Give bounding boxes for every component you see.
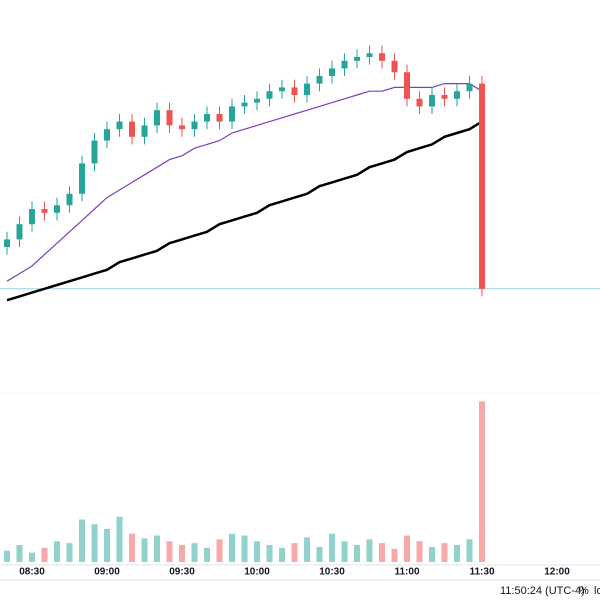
volume-bar [441, 543, 448, 562]
volume-bar [429, 546, 435, 562]
candle-body [254, 98, 260, 103]
candle-body [366, 53, 373, 57]
candle-body [391, 60, 398, 73]
candle-body [341, 60, 348, 69]
log-toggle[interactable]: lo [594, 585, 600, 597]
moving-average [6, 83, 483, 282]
volume-bar [66, 543, 73, 562]
candle-body [141, 125, 148, 137]
volume-bar [466, 539, 473, 562]
volume-bar [241, 535, 248, 562]
volume-bar [116, 516, 123, 562]
volume-bar [341, 541, 348, 562]
candle-body [229, 106, 235, 122]
candle-body [216, 114, 223, 122]
volume-bar [16, 545, 23, 562]
volume-bar [291, 543, 298, 562]
candle-body [16, 224, 23, 240]
volume-bar [141, 538, 148, 562]
candle-body [291, 87, 298, 95]
candle-body [379, 53, 385, 61]
volume-bar [454, 545, 460, 562]
candle-body [104, 129, 110, 141]
volume-bar [404, 535, 410, 562]
volume-bar [104, 528, 110, 562]
volume-bar [129, 533, 135, 562]
volume-bar [154, 535, 160, 562]
x-tick-label: 11:00 [394, 567, 419, 578]
volume-bar [54, 541, 60, 562]
candle-body [79, 163, 85, 194]
x-tick-label: 10:00 [244, 567, 270, 578]
x-tick-label: 11:30 [469, 567, 494, 578]
candle-body [354, 57, 360, 61]
x-tick-label: 12:00 [544, 567, 570, 578]
clock: 11:50:24 (UTC-4) [500, 585, 585, 597]
volume-bar [266, 545, 273, 562]
volume-bar [366, 539, 373, 562]
volume-bar [204, 547, 210, 562]
candle-body [279, 87, 285, 92]
volume-bar [79, 519, 85, 562]
candle-body [429, 95, 435, 107]
volume-bar [479, 401, 485, 562]
volume-bar [354, 545, 360, 562]
candle-body [129, 121, 135, 137]
candle-body [241, 102, 248, 107]
volume-bar [229, 533, 235, 562]
candle-body [191, 121, 198, 130]
volume-bar [91, 524, 98, 562]
x-tick-label: 10:30 [319, 567, 345, 578]
candle-body [41, 209, 48, 213]
candle-body [66, 193, 73, 206]
volume-bar [416, 541, 423, 562]
candle-body [29, 209, 35, 225]
volume-bar [391, 548, 398, 562]
x-tick-label: 08:30 [19, 567, 45, 578]
candle-body [91, 140, 98, 164]
volume-bar [29, 552, 35, 562]
volume-bar [304, 537, 310, 562]
volume-bar [279, 547, 285, 562]
candle-body [454, 91, 460, 99]
volume-bar [254, 541, 260, 562]
percent-toggle[interactable]: % [579, 585, 589, 597]
candle-body [479, 83, 485, 289]
candle-body [116, 121, 123, 130]
candle-body [441, 95, 448, 99]
volume-bar [379, 543, 385, 562]
volume-bar [166, 541, 173, 562]
volume-bar [329, 533, 335, 562]
volume-bar [41, 547, 48, 562]
candle-body [166, 110, 173, 126]
volume-bar [316, 546, 323, 562]
candle-body [54, 205, 60, 213]
volume-bar [4, 550, 10, 562]
candle-body [154, 110, 160, 126]
candle-body [316, 76, 323, 84]
volume-bar [216, 539, 223, 562]
x-tick-label: 09:00 [94, 567, 120, 578]
moving-average [6, 120, 483, 302]
candle-body [266, 91, 273, 99]
x-tick-label: 09:30 [169, 567, 195, 578]
volume-bar [179, 545, 185, 562]
candle-body [404, 72, 410, 99]
candle-body [4, 239, 10, 247]
candle-body [329, 68, 335, 76]
candle-body [466, 83, 473, 92]
candle-body [304, 83, 310, 95]
candle-body [204, 114, 210, 122]
candle-body [416, 98, 423, 107]
volume-bar [191, 543, 198, 562]
candle-body [179, 125, 185, 130]
